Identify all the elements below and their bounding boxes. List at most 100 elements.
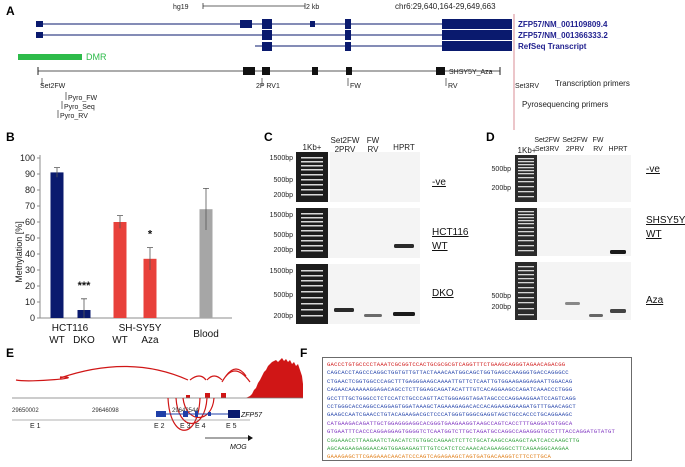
coord-1: 29650002 <box>12 408 39 414</box>
category-label: WT <box>112 335 128 346</box>
y-tick-label: 100 <box>20 153 35 163</box>
y-tick-label: 90 <box>25 169 35 179</box>
panel-label-b: B <box>6 130 15 144</box>
bar <box>143 258 157 318</box>
sequence-line: CGGAAACCTTAAGAATCTAACATCTGTGGCCAGAACTCTT… <box>327 436 580 444</box>
significance-marker: *** <box>78 280 92 292</box>
band-hprt <box>393 312 415 316</box>
ladder-500: 500bp <box>274 292 294 299</box>
sequence-line: CTGAACTCGGTGGCCCAGCTTTGAGGGAAGCAAAATTGTT… <box>327 377 573 385</box>
lane-header-fw-rv: FW RV <box>367 136 380 154</box>
legend-pyro-primers: Pyrosequencing primers <box>522 100 608 109</box>
ladder-lane <box>515 262 537 320</box>
ladder-500: 500bp <box>492 166 512 173</box>
ladder-200: 200bp <box>274 247 294 254</box>
error-bar <box>54 167 60 178</box>
panel-label-c: C <box>264 130 273 144</box>
y-tick-label: 20 <box>25 281 35 291</box>
primer-label-fw: FW <box>350 83 361 90</box>
sequence-line: GAAGCCAATCGAACCTGTACAGAAGACGCTCCCATGGGTG… <box>327 411 573 419</box>
lane-header-fw-rv: FW RV <box>593 137 604 153</box>
group-label-blood: Blood <box>193 329 219 340</box>
row-label-dko: DKO <box>432 288 454 299</box>
band-set2fw-2prv <box>565 302 580 305</box>
lane-header-hprt: HPRT <box>609 146 629 153</box>
row-label-neg: -ve <box>432 177 446 188</box>
genomic-coords: chr6:29,640,164-29,649,663 <box>395 2 496 11</box>
ladder-lane <box>296 264 328 324</box>
sequence-line: GTGAATTTCACCCAGGAGGAGTGGGGTCTCAATGGTCTTG… <box>327 428 616 436</box>
error-bar <box>203 188 209 230</box>
sequence-line: GAAAGAGCTTCGAGAAACAACATCCCAGTCAGAGAAGCTA… <box>327 453 552 461</box>
significance-marker: * <box>148 229 153 241</box>
ladder-500: 500bp <box>492 293 512 300</box>
dmr-label: DMR <box>86 52 107 62</box>
exon-label-e3: E 3 <box>180 423 191 430</box>
category-label: DKO <box>73 335 95 346</box>
row-label-shsy5y-wt: SHSY5Y WT <box>646 215 685 240</box>
row-label-aza: Aza <box>646 295 664 306</box>
panel-d: D 1Kb+ Set2FW Set3RV Set2FW 2PRV FW RV HPRT… <box>486 130 685 320</box>
y-ticks: 0 10 20 30 40 50 60 70 80 90 100 <box>20 153 40 323</box>
ladder-1500: 1500bp <box>270 212 293 219</box>
row-label-hct116-wt: HCT116 WT <box>432 227 469 252</box>
pyro-primer-fw: Pyro_FW <box>68 95 98 102</box>
lane-header-1kb: 1Kb+ <box>518 146 537 155</box>
band-hprt <box>610 250 626 254</box>
dmr-bar <box>18 54 82 60</box>
ladder-500: 500bp <box>274 177 294 184</box>
gene-label-zfp57: ZFP57 <box>240 412 263 419</box>
ladder-bands <box>518 266 534 316</box>
band-set2fw <box>334 308 354 312</box>
sequence-line: CATGAAGACAGATTGCTGGAGGGAGGCACGGGTGAAGAAG… <box>327 419 573 427</box>
transcript-track-1: ZFP57/NM_001109809.4 <box>36 19 608 29</box>
panel-label-a: A <box>6 4 15 18</box>
primer-label-rv: RV <box>448 83 458 90</box>
bar <box>199 209 213 318</box>
sequence-line: AGCAAGAAGAGGAACAGTGGAGAGAGTTTGTCCATCTCCA… <box>327 445 569 453</box>
ladder-lane <box>296 208 328 258</box>
ladder-bands <box>518 158 534 198</box>
y-tick-label: 80 <box>25 185 35 195</box>
genome-build: hg19 <box>173 4 189 11</box>
band-fw-rv <box>364 314 382 317</box>
y-tick-label: 60 <box>25 217 35 227</box>
bar <box>113 222 127 318</box>
lane-header-set2fw-2prv: Set2FW 2PRV <box>562 137 588 153</box>
category-label: WT <box>49 335 65 346</box>
coord-2: 29646098 <box>92 408 119 414</box>
ladder-bands <box>301 157 323 196</box>
primer-track: SHSY5Y_Aza <box>37 67 501 76</box>
bars: WT DKO WT Aza**** <box>49 167 213 346</box>
panel-label-f: F <box>300 346 307 360</box>
sequence-line: GACCCTGTGCCCCTAAATCGCGGTCCACTGCGCGCGTCAG… <box>327 361 566 368</box>
primer-label-set3rv: Set3RV <box>515 83 539 90</box>
ladder-lane <box>515 155 537 202</box>
y-axis-label: Methylation [%] <box>14 221 24 283</box>
ladder-200: 200bp <box>492 304 512 311</box>
scale-label: 2 kb <box>306 4 319 11</box>
error-bar <box>117 215 123 229</box>
panel-c: C 1Kb+ Set2FW 2PRV FW RV HPRT 1500bp 500bp… <box>264 130 469 324</box>
sequence-line: CAGCACCTAGCCCAGGCTGGTGTTGTTACTAAACAATGGC… <box>327 369 569 377</box>
legend-transcription-primers: Transcription primers <box>555 79 630 88</box>
y-tick-label: 10 <box>25 297 35 307</box>
gene-label-mog: MOG <box>230 444 247 451</box>
panel-b: B Methylation [%] 0 10 20 30 40 50 60 70 80 90 100… <box>6 130 232 346</box>
gene-model-zfp57 <box>156 410 240 418</box>
sequence-line: GCCTTTGCTGGGCCTCTCCATCTGCCCAGTTACTGGGAGG… <box>327 394 576 402</box>
sequence-box: GACCCTGTGCCCCTAAATCGCGGTCCACTGCGCGCGTCAG… <box>322 357 632 461</box>
ladder-200: 200bp <box>274 192 294 199</box>
track-label-1: ZFP57/NM_001109809.4 <box>518 20 608 29</box>
ladder-bands <box>518 211 534 252</box>
y-tick-label: 50 <box>25 233 35 243</box>
panel-a: A hg19 2 kb chr6:29,640,164-29,649,663 Z… <box>6 2 630 130</box>
group-label-hct116: HCT116 <box>52 323 89 334</box>
primer-label-aza: SHSY5Y_Aza <box>449 69 493 76</box>
transcript-track-2: ZFP57/NM_001366333.2 <box>36 30 608 40</box>
error-bar <box>147 247 153 270</box>
band-fw-rv <box>589 314 603 317</box>
lane-header-set2fw-set3rv: Set2FW Set3RV <box>534 137 560 153</box>
primer-label-set2fw: Set2FW <box>40 83 66 90</box>
exon-label-e4: E 4 <box>195 423 206 430</box>
